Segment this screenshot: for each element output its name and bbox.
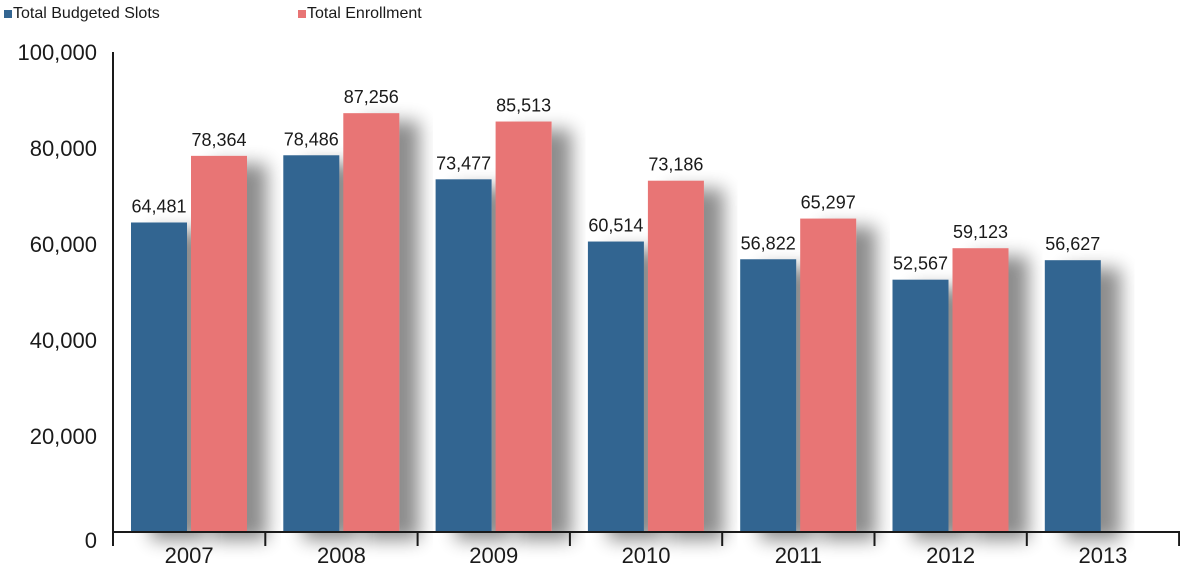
axes — [112, 52, 1180, 546]
bar-enrollment — [800, 218, 857, 532]
bar-budgeted-slots — [283, 155, 340, 532]
y-tick-label: 60,000 — [30, 232, 97, 257]
legend-swatch-budgeted-slots — [4, 10, 12, 18]
data-label: 56,822 — [741, 233, 796, 253]
bar-budgeted-slots — [1044, 260, 1101, 532]
data-label: 78,486 — [284, 129, 339, 149]
bar-budgeted-slots — [892, 279, 949, 532]
bar-enrollment — [191, 155, 247, 533]
data-label: 52,567 — [893, 254, 948, 274]
bar-enrollment — [647, 180, 704, 532]
data-label: 73,186 — [648, 155, 703, 175]
bar-enrollment — [495, 121, 552, 532]
data-label: 64,481 — [131, 196, 186, 216]
data-label: 65,297 — [801, 193, 856, 213]
bar-enrollment — [952, 248, 1009, 532]
x-tick-label: 2010 — [622, 543, 671, 567]
y-tick-label: 40,000 — [30, 328, 97, 353]
legend-label-enrollment: Total Enrollment — [307, 5, 422, 22]
data-label: 87,256 — [344, 87, 399, 107]
data-label: 59,123 — [953, 222, 1008, 242]
y-tick-label: 20,000 — [30, 424, 97, 449]
x-tick-label: 2013 — [1078, 543, 1127, 567]
bar-budgeted-slots — [587, 241, 644, 532]
data-label: 73,477 — [436, 153, 491, 173]
legend-label-budgeted-slots: Total Budgeted Slots — [13, 5, 160, 22]
data-label: 56,627 — [1045, 234, 1100, 254]
legend-item-enrollment: Total Enrollment — [298, 5, 422, 23]
bars — [131, 113, 1101, 533]
bar-budgeted-slots — [435, 179, 492, 532]
gridlines — [113, 51, 1180, 437]
bar-enrollment — [343, 113, 400, 532]
legend-item-budgeted-slots: Total Budgeted Slots — [4, 5, 160, 23]
data-label: 85,513 — [496, 96, 551, 116]
y-tick-label: 80,000 — [30, 136, 97, 161]
legend-swatch-enrollment — [298, 10, 306, 18]
data-label: 60,514 — [588, 216, 643, 236]
y-tick-label: 0 — [85, 528, 97, 553]
x-tick-label: 2008 — [317, 543, 366, 567]
x-tick-label: 2011 — [775, 543, 822, 567]
x-tick-label: 2007 — [165, 543, 214, 567]
y-tick-label: 100,000 — [17, 40, 97, 65]
bar-budgeted-slots — [740, 259, 797, 532]
bar-budgeted-slots — [131, 222, 187, 532]
x-tick-label: 2012 — [926, 543, 975, 567]
labels: 0 20,000 40,000 60,000 80,000 100,000 64,481 78… — [17, 40, 1127, 567]
x-tick-label: 2009 — [469, 543, 518, 567]
data-label: 78,364 — [191, 130, 246, 150]
